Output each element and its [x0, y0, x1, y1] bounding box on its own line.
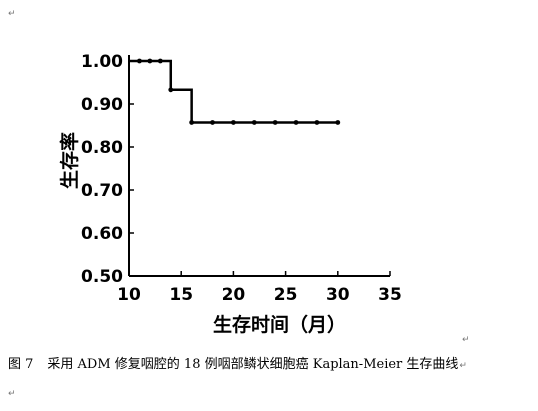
paragraph-mark-icon: ↵: [462, 335, 470, 345]
x-tick-label: 30: [326, 285, 350, 305]
y-tick-label: 0.50: [81, 267, 123, 287]
paragraph-mark-icon: ↵: [8, 9, 16, 19]
x-axis-label: 生存时间（月）: [213, 313, 346, 336]
x-tick-label: 35: [378, 285, 402, 305]
x-tick-label: 20: [222, 285, 246, 305]
censor-mark: [231, 120, 236, 125]
axis-labels: 生存时间（月） 生存率: [58, 132, 346, 336]
censor-mark: [168, 87, 174, 93]
figure-caption: 图 7 采用 ADM 修复咽腔的 18 例咽部鳞状细胞癌 Kaplan-Meier…: [8, 358, 467, 371]
y-tick-label: 1.00: [81, 52, 123, 72]
axes: [128, 55, 390, 277]
censor-mark: [137, 58, 142, 64]
censor-mark: [251, 120, 257, 125]
y-tick-label: 0.90: [81, 95, 123, 115]
censor-mark: [157, 58, 163, 64]
censor-mark: [314, 120, 320, 125]
x-tick-label: 25: [274, 285, 298, 305]
y-axis-label: 生存率: [58, 132, 81, 189]
censor-mark: [272, 120, 278, 125]
censor-mark: [335, 120, 341, 125]
survival-step-line: [129, 59, 338, 124]
censor-mark: [293, 120, 299, 125]
x-tick-label: 15: [169, 285, 193, 305]
paragraph-mark-icon: ↵: [459, 361, 467, 371]
ticks: 10 15 20 25 30 35 0.50 0.60 0.70 0.80 0.90 1.00: [81, 52, 402, 305]
x-tick-label: 10: [117, 285, 141, 305]
censor-mark: [189, 120, 195, 125]
y-tick-label: 0.60: [81, 224, 123, 244]
y-tick-label: 0.70: [81, 181, 123, 201]
paragraph-mark-icon: ↵: [8, 389, 16, 399]
censor-marks: [137, 58, 341, 125]
censor-mark: [147, 58, 153, 64]
survival-curve: [129, 59, 338, 124]
figure-number: 图 7: [8, 357, 34, 372]
censor-mark: [210, 120, 215, 125]
y-tick-label: 0.80: [81, 138, 123, 158]
figure-caption-text: 采用 ADM 修复咽腔的 18 例咽部鳞状细胞癌 Kaplan-Meier 生存…: [47, 357, 459, 372]
